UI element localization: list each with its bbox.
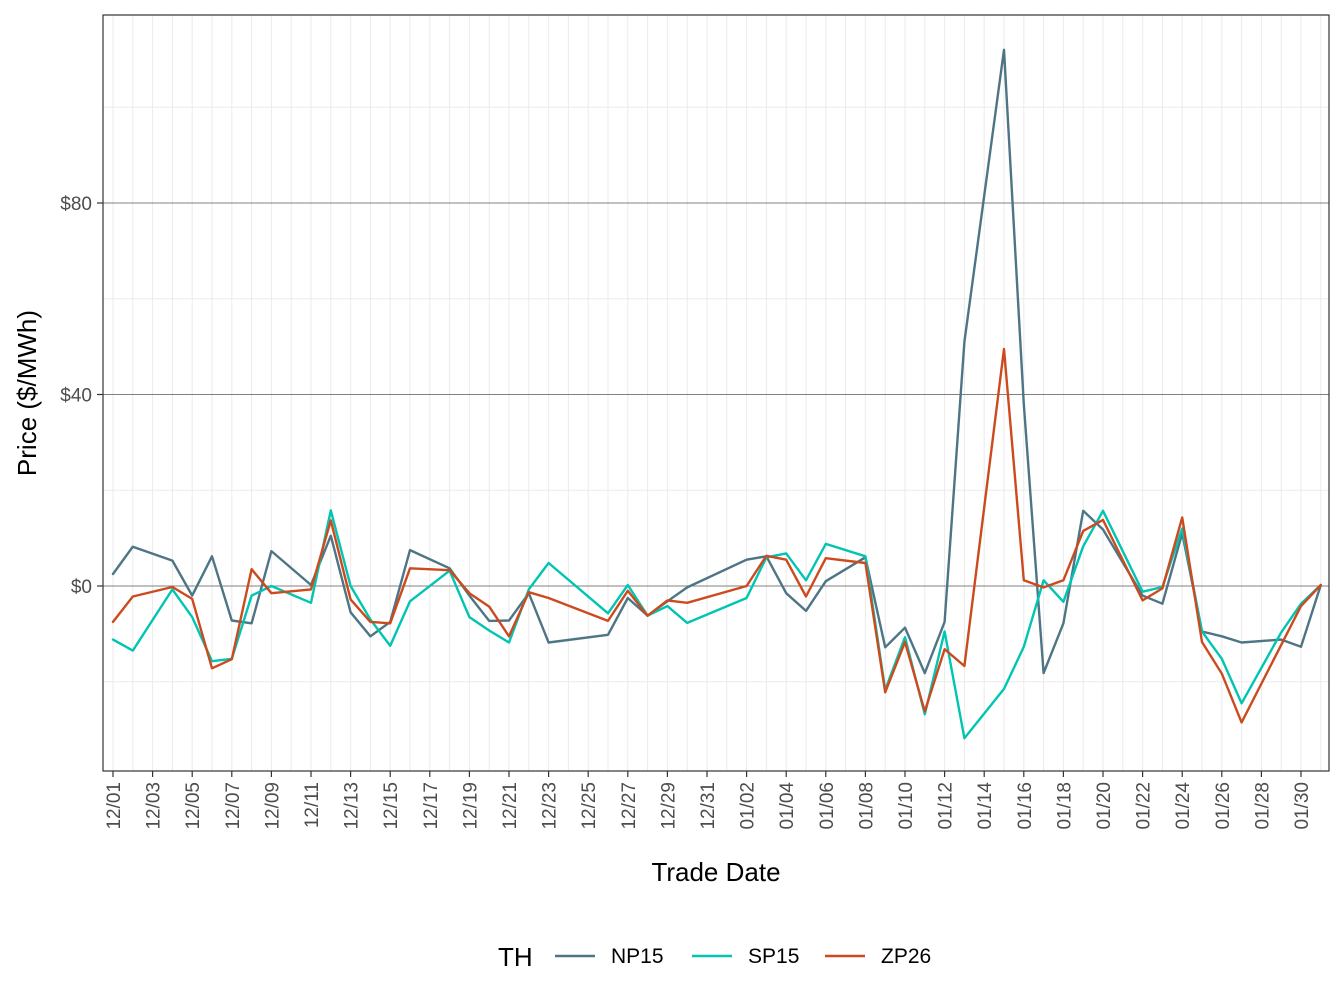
x-tick-label: 12/15 (381, 782, 402, 830)
x-tick-label: 12/19 (460, 782, 481, 830)
x-tick-label: 01/10 (896, 782, 917, 830)
legend-label-sp15: SP15 (748, 945, 799, 968)
y-tick-label: $40 (60, 386, 92, 407)
plot-border (102, 14, 1330, 772)
x-tick-label: 12/11 (302, 782, 323, 828)
major-gridlines (103, 202, 1329, 587)
x-tick-label: 01/30 (1292, 782, 1313, 830)
x-tick-label: 12/17 (421, 782, 442, 830)
x-tick-label: 12/29 (658, 782, 679, 830)
x-tick-label: 01/20 (1094, 782, 1115, 830)
plot-panel (102, 14, 1330, 772)
x-tick-label: 12/13 (342, 782, 363, 830)
x-tick-label: 12/03 (144, 782, 165, 830)
x-tick-label: 01/22 (1134, 782, 1155, 830)
x-tick-label: 12/05 (183, 782, 204, 830)
x-tick-label: 01/06 (817, 782, 838, 830)
x-tick-label: 12/27 (619, 782, 640, 830)
legend-title: TH (498, 942, 533, 972)
x-tick-label: 12/01 (104, 782, 125, 830)
x-tick-label: 12/25 (579, 782, 600, 830)
x-tick-label: 12/07 (223, 782, 244, 830)
legend: TH NP15 SP15 ZP26 (498, 942, 931, 972)
y-axis-title: Price ($/MWh) (12, 310, 42, 476)
y-tick-label: $0 (71, 577, 92, 598)
x-tick-label: 01/28 (1252, 782, 1273, 830)
x-tick-label: 12/31 (698, 782, 719, 830)
y-tick-label: $80 (60, 194, 92, 215)
series-lines (111, 48, 1323, 740)
legend-label-zp26: ZP26 (881, 945, 931, 968)
x-tick-label: 01/14 (975, 782, 996, 830)
x-tick-label: 12/21 (500, 782, 521, 830)
x-tick-label: 01/12 (936, 782, 957, 830)
x-tick-label: 12/09 (262, 782, 283, 830)
x-tick-label: 01/18 (1054, 782, 1075, 830)
x-tick-label: 01/26 (1213, 782, 1234, 830)
series-line-sp15 (111, 509, 1323, 740)
legend-label-np15: NP15 (611, 945, 664, 968)
x-tick-label: 01/02 (738, 782, 759, 830)
series-line-zp26 (111, 347, 1323, 724)
x-axis: 12/01 12/03 12/05 12/07 12/09 12/11 12/13 12/15… (104, 771, 1313, 830)
minor-gridlines (103, 15, 1329, 771)
x-tick-label: 01/08 (856, 782, 877, 830)
x-tick-label: 12/23 (540, 782, 561, 830)
x-axis-title: Trade Date (651, 857, 780, 887)
y-axis: $0 $40 $80 (60, 194, 103, 598)
x-tick-label: 01/16 (1015, 782, 1036, 830)
x-tick-label: 01/24 (1173, 782, 1194, 830)
x-tick-label: 01/04 (777, 782, 798, 830)
